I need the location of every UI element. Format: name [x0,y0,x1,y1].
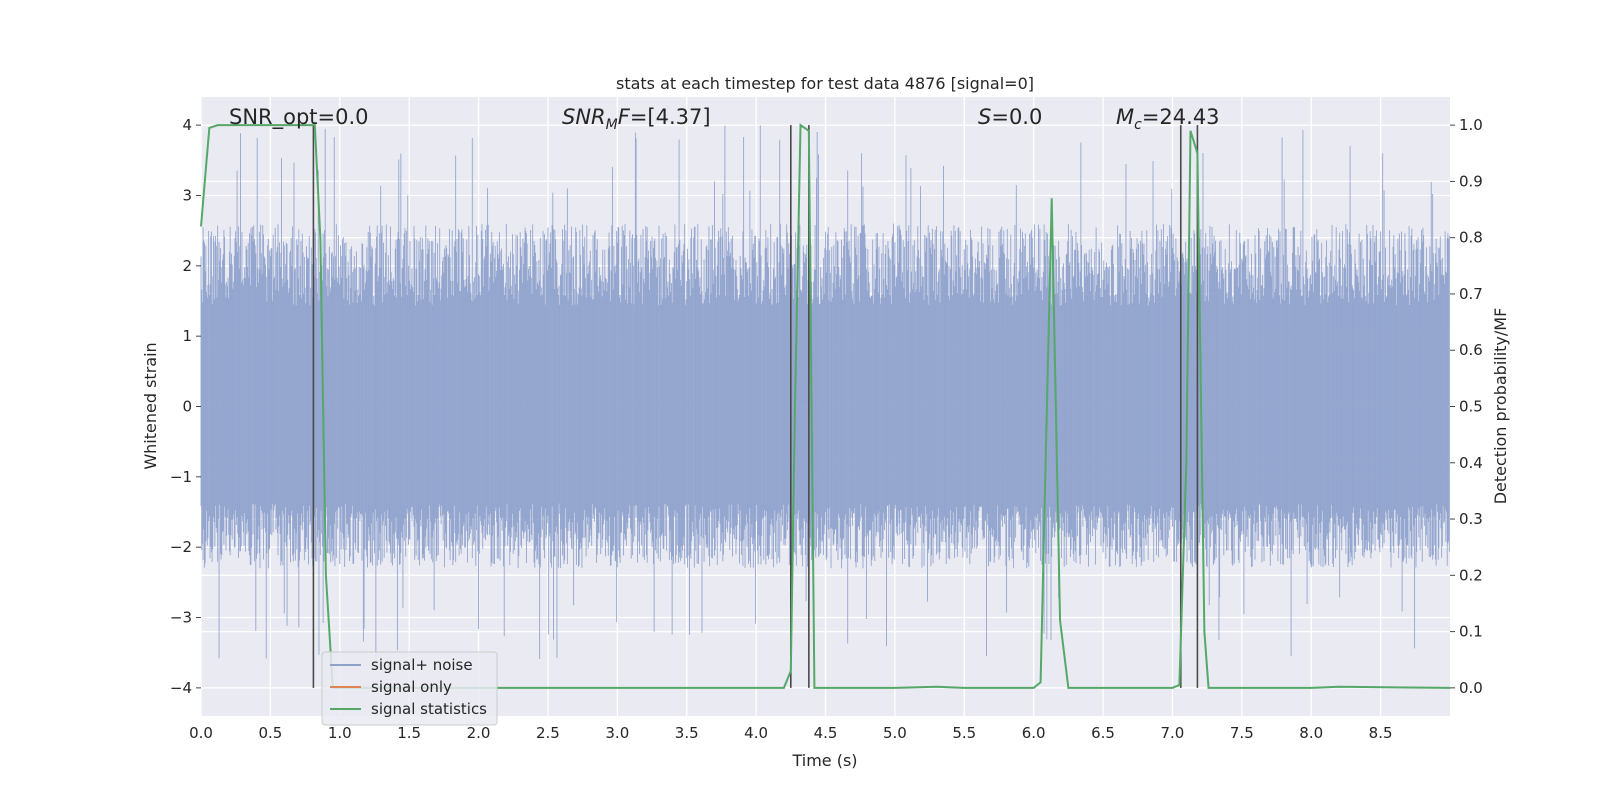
y2-axis-label: Detection probability/MF [1491,308,1510,505]
s-value: =0.0 [991,105,1042,129]
x-tick-label: 2.5 [536,724,560,742]
x-tick-label: 4.0 [744,724,768,742]
y2-tick-label: 0.2 [1459,566,1483,584]
annotation-snr-opt: SNR_opt=0.0 [229,105,369,130]
annotation-snr-mf: SNRMF=[4.37] [562,105,711,133]
y-tick-label: −3 [170,609,192,627]
y2-tick-label: 0.4 [1459,454,1483,472]
y-axis-ticks: −4 −3 −2 −1 0 1 2 3 4 [170,116,201,697]
y2-tick-label: 0.3 [1459,510,1483,528]
y-tick-label: 3 [182,186,192,204]
x-tick-label: 1.5 [397,724,421,742]
y2-tick-label: 0.1 [1459,623,1483,641]
legend-label-statistics: signal statistics [371,700,487,718]
y2-tick-label: 0.5 [1459,398,1483,416]
annotation-mc: Mc=24.43 [1116,105,1220,133]
x-tick-label: 5.0 [883,724,907,742]
x-tick-label: 8.0 [1299,724,1323,742]
mc-value: =24.43 [1142,105,1220,129]
x-tick-label: 7.5 [1230,724,1254,742]
snr-mf-name: SNR [562,105,606,129]
x-tick-label: 3.5 [675,724,699,742]
legend-label-noise: signal+ noise [371,656,473,674]
snr-mf-suffix: F [618,105,631,129]
y2-tick-label: 0.0 [1459,679,1483,697]
x-tick-label: 3.0 [605,724,629,742]
x-tick-label: 6.0 [1022,724,1046,742]
x-tick-label: 7.0 [1161,724,1185,742]
y-tick-label: −4 [170,679,192,697]
x-tick-label: 2.0 [467,724,491,742]
snr-mf-sub: M [606,117,618,133]
x-tick-label: 5.5 [952,724,976,742]
x-axis-label: Time (s) [791,751,857,770]
y-tick-label: 2 [182,257,192,275]
mc-sub: c [1134,117,1142,133]
x-tick-label: 6.5 [1091,724,1115,742]
s-name: S [978,105,991,129]
x-axis-ticks: 0.0 0.5 1.0 1.5 2.0 2.5 3.0 3.5 4.0 4.5 5.0 5.5 6.0 6… [189,724,1392,742]
legend-box [321,651,498,726]
y2-tick-label: 0.8 [1459,229,1483,247]
chart-title: stats at each timestep for test data 487… [616,74,1034,93]
snr-mf-value: =[4.37] [630,105,711,129]
signal-statistics-series [200,123,1451,689]
signal-statistics-line [200,123,1451,689]
y-tick-label: 1 [182,327,192,345]
x-tick-label: 0.5 [258,724,282,742]
x-tick-label: 8.5 [1369,724,1393,742]
y2-tick-label: 0.6 [1459,341,1483,359]
y2-tick-label: 1.0 [1459,116,1483,134]
y-tick-label: −1 [170,468,192,486]
x-tick-label: 0.0 [189,724,213,742]
signal-plus-noise-series [200,125,1450,660]
y-tick-label: 4 [182,116,192,134]
annotation-s: S=0.0 [978,105,1042,129]
y-axis-label: Whitened strain [141,342,160,469]
x-tick-label: 4.5 [814,724,838,742]
y-tick-label: −2 [170,538,192,556]
mc-name: M [1116,105,1134,129]
y2-tick-label: 0.7 [1459,285,1483,303]
legend: signal+ noise signal only signal statist… [321,651,498,726]
x-tick-label: 1.0 [328,724,352,742]
legend-label-signal-only: signal only [371,678,452,696]
y2-tick-label: 0.9 [1459,172,1483,190]
y2-axis-ticks: 0.0 0.1 0.2 0.3 0.4 0.5 0.6 0.7 0.8 0.9 1.0 [1450,116,1483,697]
y-tick-label: 0 [182,398,192,416]
